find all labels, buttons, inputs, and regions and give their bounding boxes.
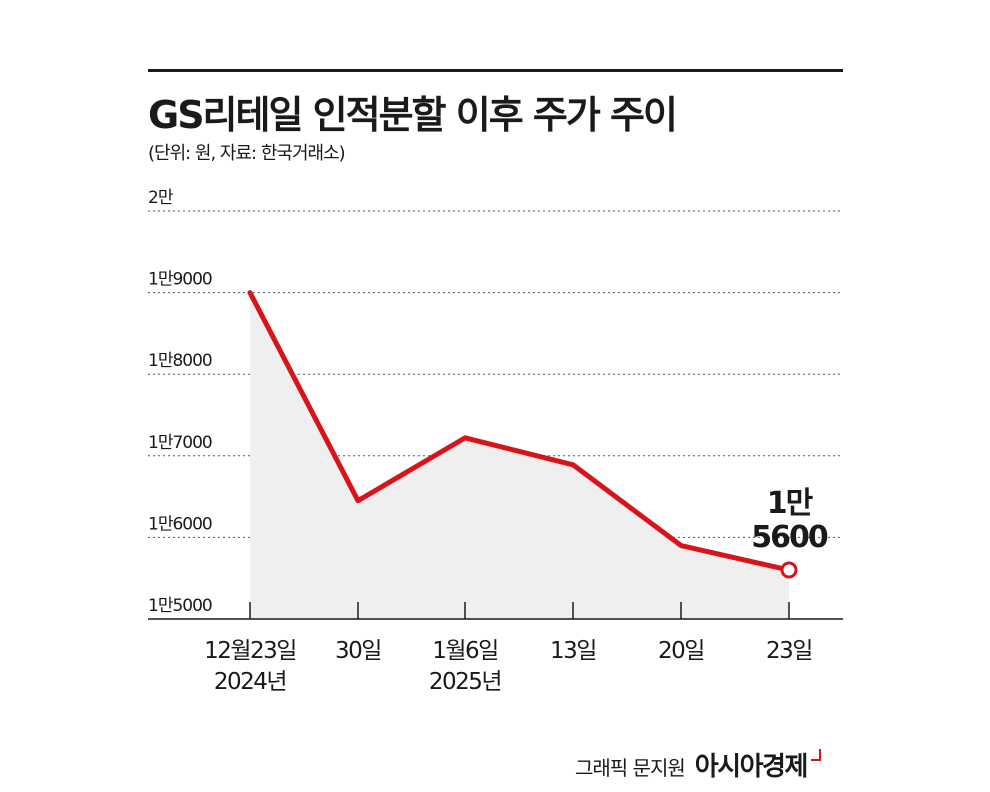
y-tick-label: 2만 xyxy=(148,188,174,208)
y-tick-label: 1만8000 xyxy=(148,351,212,371)
end-point-marker xyxy=(780,561,798,579)
credit-text: 그래픽 문지원 xyxy=(575,756,686,780)
x-tick-label: 30일 xyxy=(335,638,381,664)
x-tick-label: 12월23일 xyxy=(204,638,296,664)
x-tick-label: 13일 xyxy=(550,638,596,664)
top-rule xyxy=(148,69,843,72)
price-series-line xyxy=(247,290,792,573)
x-axis xyxy=(148,602,843,620)
y-tick-label: 1만9000 xyxy=(148,270,212,290)
x-tick-label: 1월6일 xyxy=(432,638,498,664)
x-tick-label: 2024년 xyxy=(214,669,286,695)
x-tick-labels: 12월23일 2024년 30일 1월6일 2025년 13일 20일 23일 xyxy=(204,638,813,695)
area-fill xyxy=(250,292,789,619)
y-tick-label: 1만5000 xyxy=(148,596,212,616)
y-tick-label: 1만6000 xyxy=(148,514,212,534)
data-label-line: 1만 xyxy=(767,486,814,521)
area-fill-shape xyxy=(250,292,789,619)
x-tick-label: 20일 xyxy=(658,638,704,664)
data-label-line: 5600 xyxy=(751,520,828,555)
credit: 그래픽 문지원 아시아경제 xyxy=(575,746,821,783)
x-tick-label: 2025년 xyxy=(429,669,501,695)
y-tick-labels: 2만 1만9000 1만8000 1만7000 1만6000 1만5000 xyxy=(148,188,213,616)
y-tick-label: 1만7000 xyxy=(148,433,212,453)
price-line xyxy=(247,290,792,573)
x-tick-label: 23일 xyxy=(766,638,812,664)
page-title: GS리테일 인적분할 이후 주가 주이 xyxy=(148,93,678,137)
publisher-logo: 아시아경제 xyxy=(694,752,809,782)
end-marker xyxy=(780,561,798,579)
chart-subtitle: (단위: 원, 자료: 한국거래소) xyxy=(148,143,346,164)
logo-mark-icon xyxy=(810,749,821,761)
